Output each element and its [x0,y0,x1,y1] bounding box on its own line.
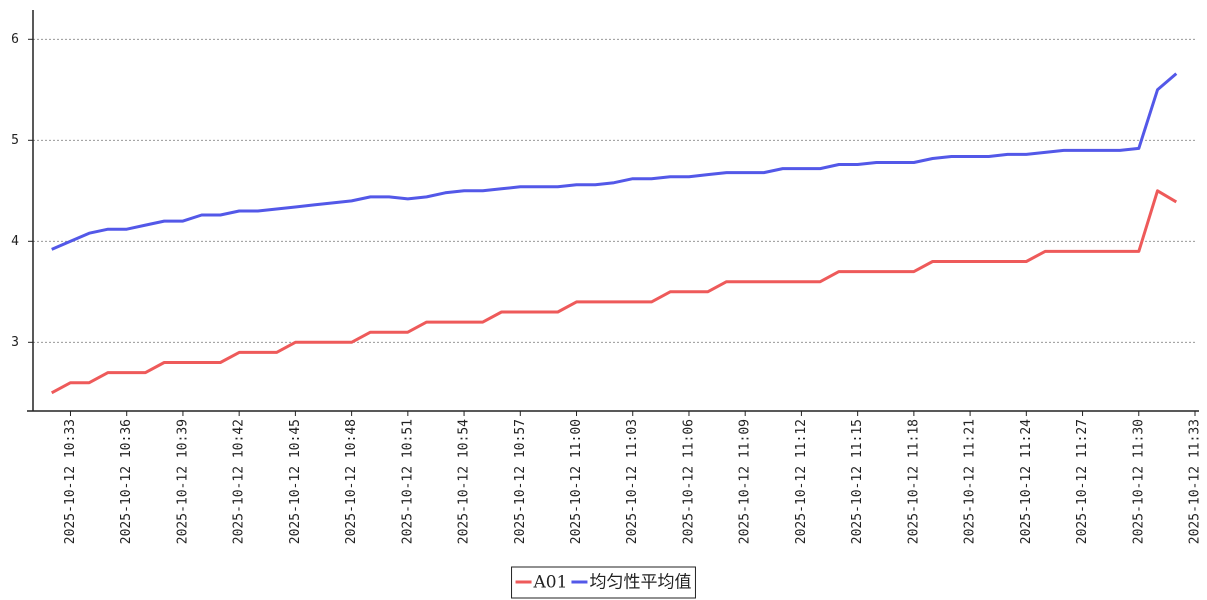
x-tick-label: 2025-10-12 11:24 [1019,419,1034,544]
x-tick-label: 2025-10-12 11:21 [963,419,978,544]
x-tick-label: 2025-10-12 11:27 [1075,419,1090,544]
legend-label: A01 [533,573,568,593]
legend-label: 均匀性平均值 [589,573,691,593]
y-tick-label: 6 [11,32,19,47]
x-tick-label: 2025-10-12 11:09 [738,419,753,544]
x-tick-label: 2025-10-12 11:18 [906,419,921,544]
x-tick-label: 2025-10-12 10:48 [344,419,359,544]
legend-box [511,566,696,599]
x-tick-label: 2025-10-12 10:45 [288,419,303,544]
x-tick-label: 2025-10-12 11:33 [1188,419,1203,544]
x-tick-label: 2025-10-12 11:06 [681,419,696,544]
x-tick-label: 2025-10-12 10:42 [232,419,247,544]
x-tick-label: 2025-10-12 10:51 [400,419,415,544]
x-tick-label: 2025-10-12 10:54 [457,419,472,544]
x-tick-label: 2025-10-12 11:12 [794,419,809,544]
series-line [50,189,1178,395]
x-tick-label: 2025-10-12 10:57 [513,419,528,544]
y-tick-label: 3 [11,335,19,350]
x-tick-label: 2025-10-12 11:15 [850,419,865,544]
y-tick-label: 5 [11,133,19,148]
y-tick-label: 4 [11,234,19,249]
legend: A01 均匀性平均值 [511,566,696,599]
x-tick-label: 2025-10-12 10:36 [119,419,134,544]
series-line [51,72,1178,251]
x-tick-label: 2025-10-12 11:30 [1131,419,1146,544]
x-tick-label: 2025-10-12 11:03 [625,419,640,544]
x-tick-label: 2025-10-12 10:39 [175,419,190,544]
x-tick-label: 2025-10-12 10:33 [63,419,78,544]
x-tick-label: 2025-10-12 11:00 [569,419,584,544]
